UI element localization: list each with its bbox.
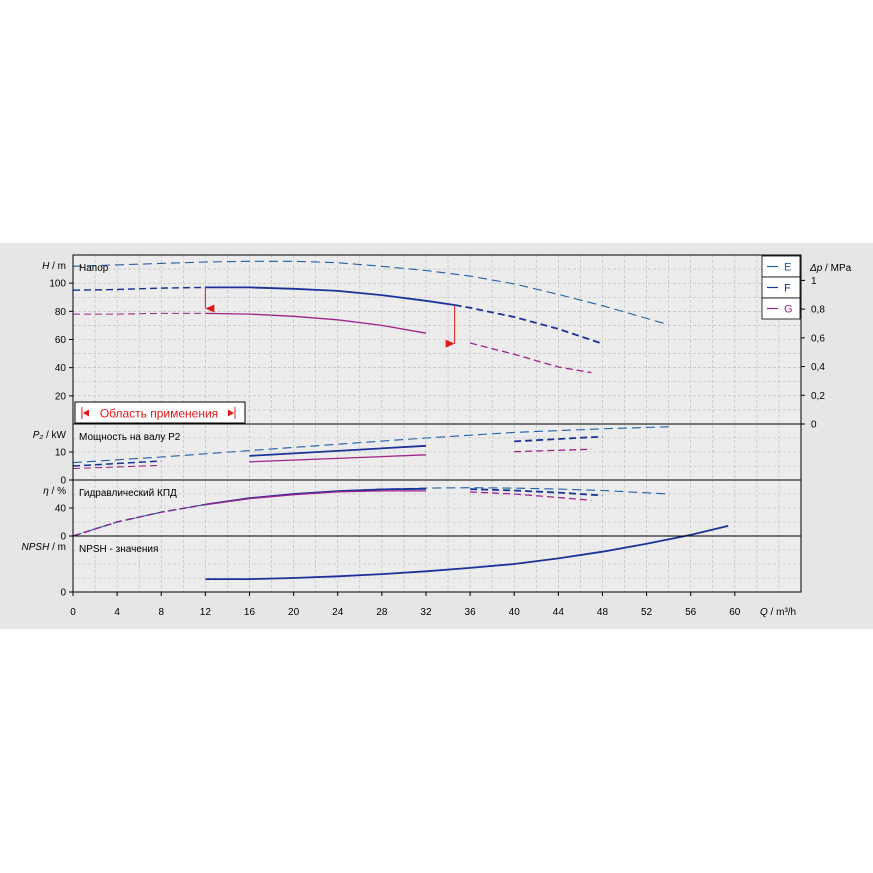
y-axis-unit: / kW bbox=[43, 430, 66, 441]
y-axis-unit: / m bbox=[49, 542, 66, 553]
x-tick-label: 56 bbox=[685, 607, 697, 618]
legend-label-F: F bbox=[784, 283, 791, 295]
curve-efficiency-G-right bbox=[470, 491, 592, 501]
range-label-text: Область применения bbox=[100, 407, 218, 421]
x-tick-label: 32 bbox=[420, 607, 432, 618]
y-tick-label: 100 bbox=[49, 279, 66, 290]
curve-efficiency-G-left bbox=[72, 503, 206, 537]
y-tick-label: 0 bbox=[60, 588, 66, 599]
y-axis-title-npsh: NPSH / m bbox=[22, 542, 66, 553]
curve-head-G-left bbox=[73, 312, 206, 315]
y-axis-symbol: η bbox=[43, 486, 49, 497]
x-axis-unit: / m³/h bbox=[768, 607, 796, 618]
panel-title-npsh: NPSH - значения bbox=[79, 544, 158, 555]
y2-tick-label: 0,2 bbox=[811, 391, 825, 402]
y2-axis-title: Δp / MPa bbox=[809, 263, 852, 274]
y-axis-title-efficiency: η / % bbox=[43, 486, 66, 497]
legend[interactable]: EFG bbox=[761, 255, 801, 320]
y-axis-unit: / m bbox=[49, 261, 66, 272]
curve-head-F-solid bbox=[205, 286, 455, 306]
y-tick-label: 20 bbox=[55, 391, 67, 402]
x-tick-label: 52 bbox=[641, 607, 653, 618]
curve-head-G-solid bbox=[205, 312, 427, 334]
y-axis-title-head: H / m bbox=[42, 261, 66, 272]
y-tick-label: 0 bbox=[60, 476, 66, 487]
x-tick-label: 40 bbox=[509, 607, 521, 618]
curve-head-G-right bbox=[469, 342, 592, 374]
curve-head-F-left bbox=[72, 286, 206, 291]
panel-title-head: Напор bbox=[79, 263, 109, 274]
y-tick-label: 40 bbox=[55, 504, 67, 515]
y2-tick-label: 1 bbox=[811, 276, 817, 287]
range-max-arrow bbox=[445, 339, 455, 348]
x-tick-label: 8 bbox=[158, 607, 164, 618]
range-label-left-arrow bbox=[83, 409, 89, 417]
legend-label-G: G bbox=[784, 304, 793, 316]
curve-power-F-left bbox=[72, 460, 162, 467]
y-axis-symbol: H bbox=[42, 261, 50, 272]
panel-frame-npsh bbox=[72, 535, 802, 593]
range-min-arrow bbox=[205, 304, 215, 313]
x-tick-label: 28 bbox=[376, 607, 388, 618]
x-tick-label: 12 bbox=[200, 607, 212, 618]
y-tick-label: 80 bbox=[55, 307, 67, 318]
x-tick-label: 0 bbox=[70, 607, 76, 618]
legend-entry-G[interactable] bbox=[761, 297, 801, 320]
x-tick-label: 60 bbox=[729, 607, 741, 618]
series-lines bbox=[72, 260, 729, 580]
x-axis-title: Q / m³/h bbox=[760, 607, 796, 618]
curve-head-E bbox=[72, 260, 669, 326]
x-tick-label: 44 bbox=[553, 607, 565, 618]
y2-tick-label: 0,8 bbox=[811, 305, 825, 316]
y-tick-label: 60 bbox=[55, 335, 67, 346]
curve-efficiency-E bbox=[72, 487, 669, 537]
y-axis-title-power: P₂ / kW bbox=[33, 430, 67, 441]
x-tick-label: 4 bbox=[114, 607, 120, 618]
curve-power-F-solid bbox=[249, 444, 427, 457]
curve-power-G-solid bbox=[249, 454, 427, 463]
y2-axis-unit: / MPa bbox=[822, 263, 851, 274]
y2-axis-symbol: Δp bbox=[809, 263, 823, 274]
y-axis-unit: / % bbox=[49, 486, 66, 497]
x-tick-label: 20 bbox=[288, 607, 300, 618]
range-label-box bbox=[74, 401, 246, 424]
curve-power-F-right bbox=[514, 435, 603, 443]
y-tick-label: 0 bbox=[60, 532, 66, 543]
curve-head-F-right bbox=[454, 304, 603, 345]
y-axis-symbol: P₂ bbox=[33, 430, 44, 441]
range-label-right-arrow bbox=[228, 409, 234, 417]
curve-npsh-F bbox=[205, 525, 729, 580]
curve-power-G-left bbox=[72, 464, 162, 470]
curve-power-G-right bbox=[514, 448, 592, 453]
x-tick-label: 24 bbox=[332, 607, 344, 618]
x-tick-label: 48 bbox=[597, 607, 609, 618]
y-axis-symbol: NPSH bbox=[22, 542, 51, 553]
x-axis-symbol: Q bbox=[760, 607, 768, 618]
x-tick-label: 16 bbox=[244, 607, 256, 618]
curve-efficiency-F-right bbox=[470, 488, 603, 497]
panel-title-efficiency: Гидравлический КПД bbox=[79, 488, 177, 499]
application-range: Область применения bbox=[74, 287, 456, 424]
panel-frames bbox=[69, 254, 805, 596]
curve-efficiency-G-solid bbox=[205, 490, 426, 506]
y-tick-label: 40 bbox=[55, 363, 67, 374]
y2-tick-label: 0 bbox=[811, 420, 817, 431]
legend-label-E: E bbox=[784, 262, 791, 274]
y-tick-label: 10 bbox=[55, 448, 67, 459]
y2-tick-label: 0,4 bbox=[811, 362, 825, 373]
panel-title-power: Мощность на валу P2 bbox=[79, 432, 181, 443]
x-tick-label: 36 bbox=[465, 607, 477, 618]
curve-power-E bbox=[72, 426, 669, 464]
y2-tick-label: 0,6 bbox=[811, 333, 825, 344]
